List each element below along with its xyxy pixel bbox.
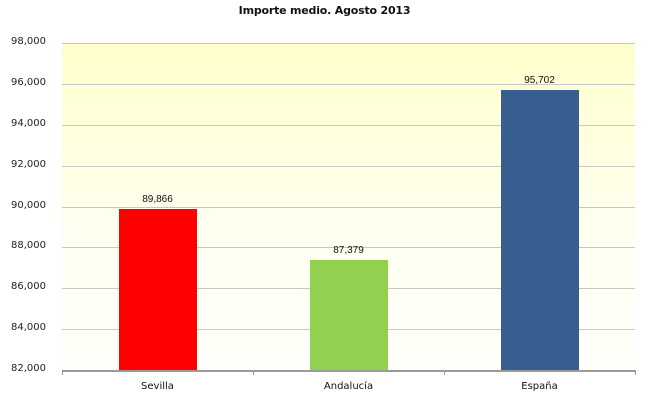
bar-2 <box>309 260 388 370</box>
gridline <box>62 206 635 208</box>
y-tick-label: 94,000 <box>11 117 46 129</box>
gridline <box>62 247 635 249</box>
x-tick <box>62 370 63 375</box>
x-tick <box>444 370 445 375</box>
y-tick-label: 98,000 <box>11 36 46 47</box>
chart-title: Importe medio. Agosto 2013 <box>238 4 411 17</box>
bar-3 <box>500 89 579 370</box>
gridline <box>62 83 635 85</box>
x-category-label: Andalucía <box>323 381 374 392</box>
data-label: 95,702 <box>524 74 555 86</box>
y-tick-label: 86,000 <box>11 281 46 293</box>
x-category-label: España <box>521 381 558 392</box>
y-tick-label: 88,000 <box>11 240 46 252</box>
x-tick <box>635 370 636 375</box>
y-tick-label: 90,000 <box>11 199 46 211</box>
x-category-label: Sevilla <box>141 381 174 392</box>
x-axis <box>62 370 635 372</box>
y-tick-label: 92,000 <box>11 158 46 170</box>
gridline <box>62 124 635 126</box>
y-tick-label: 96,000 <box>11 76 46 88</box>
y-tick-label: 82,000 <box>11 363 46 374</box>
bar-1 <box>118 209 197 370</box>
y-tick-label: 84,000 <box>11 322 46 334</box>
x-tick <box>253 370 254 375</box>
gridline <box>62 43 635 44</box>
data-label: 87,379 <box>333 245 364 257</box>
gridline <box>62 165 635 167</box>
data-label: 89,866 <box>142 194 173 206</box>
